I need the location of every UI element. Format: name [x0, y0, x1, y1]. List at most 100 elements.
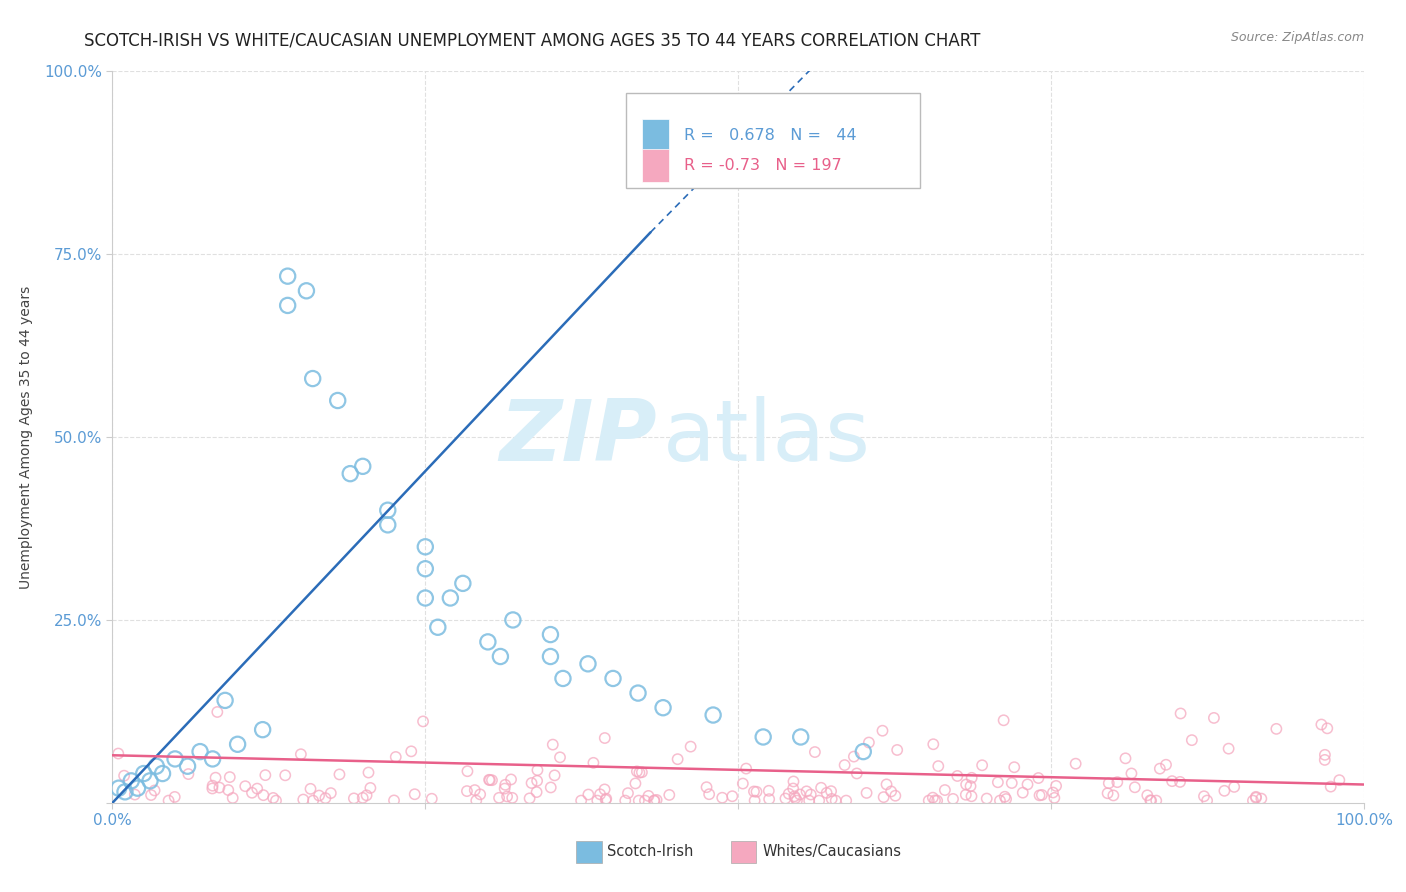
Point	[1329, 773, 1351, 788]
Point	[112, 769, 135, 783]
Point	[987, 775, 1010, 789]
Point	[758, 784, 780, 798]
Point	[382, 793, 405, 807]
Point	[538, 627, 561, 641]
Point	[1001, 776, 1024, 790]
Point	[548, 750, 571, 764]
Point	[214, 693, 236, 707]
Point	[359, 780, 381, 795]
Point	[634, 794, 657, 808]
Point	[593, 782, 616, 797]
Point	[790, 730, 813, 744]
Point	[526, 773, 548, 788]
Point	[1031, 788, 1053, 802]
Point	[299, 781, 322, 796]
Point	[824, 794, 846, 808]
Point	[731, 776, 754, 790]
Point	[804, 745, 827, 759]
Point	[384, 750, 406, 764]
Point	[404, 787, 426, 801]
Point	[595, 791, 617, 805]
Point	[1028, 789, 1050, 803]
Point	[120, 773, 142, 788]
Point	[290, 747, 312, 762]
Point	[744, 794, 766, 808]
Point	[413, 562, 436, 576]
Point	[976, 791, 998, 805]
Point	[277, 269, 299, 284]
Point	[157, 794, 180, 808]
Point	[465, 794, 488, 808]
Point	[1316, 722, 1339, 736]
Point	[352, 459, 374, 474]
Point	[921, 790, 943, 805]
Point	[783, 789, 806, 804]
Point	[499, 772, 522, 787]
Point	[845, 766, 868, 780]
Point	[955, 788, 977, 802]
Point	[631, 765, 654, 780]
Point	[924, 793, 946, 807]
Point	[855, 786, 877, 800]
Point	[799, 794, 821, 808]
Point	[1011, 786, 1033, 800]
Point	[163, 789, 186, 804]
Point	[842, 749, 865, 764]
Point	[808, 794, 831, 808]
Point	[377, 517, 399, 532]
Point	[1149, 762, 1171, 776]
Point	[778, 787, 800, 801]
Point	[1213, 784, 1236, 798]
Point	[1244, 790, 1267, 805]
Text: atlas: atlas	[664, 395, 872, 479]
Point	[582, 756, 605, 770]
Point	[352, 790, 374, 805]
Point	[502, 613, 524, 627]
Point	[858, 735, 880, 749]
Point	[540, 780, 562, 795]
Point	[176, 759, 198, 773]
Point	[1123, 780, 1146, 795]
Point	[1121, 766, 1143, 780]
Point	[520, 776, 543, 790]
Point	[177, 767, 200, 781]
Point	[1250, 791, 1272, 805]
Point	[114, 785, 136, 799]
Point	[782, 781, 804, 796]
Point	[107, 781, 129, 796]
Point	[377, 503, 399, 517]
Point	[1097, 786, 1119, 800]
Point	[697, 787, 720, 801]
Point	[204, 771, 226, 785]
Point	[1098, 776, 1121, 790]
Point	[752, 730, 775, 744]
Point	[1139, 793, 1161, 807]
Point	[226, 737, 249, 751]
Point	[1161, 774, 1184, 789]
Point	[643, 794, 665, 808]
Point	[955, 778, 977, 792]
Text: R = -0.73   N = 197: R = -0.73 N = 197	[685, 158, 842, 173]
Point	[496, 789, 519, 804]
Point	[1218, 741, 1240, 756]
Point	[960, 789, 983, 804]
Point	[543, 768, 565, 782]
Point	[758, 792, 780, 806]
Point	[218, 770, 240, 784]
Point	[519, 791, 541, 805]
Point	[569, 794, 592, 808]
Text: ZIP: ZIP	[499, 395, 657, 479]
Point	[1168, 775, 1191, 789]
Point	[576, 788, 599, 802]
Point	[711, 790, 734, 805]
Point	[292, 792, 315, 806]
Point	[107, 747, 129, 761]
Point	[666, 752, 689, 766]
Point	[643, 794, 665, 808]
Point	[593, 731, 616, 745]
Point	[551, 672, 574, 686]
Point	[252, 788, 274, 802]
Point	[1136, 789, 1159, 803]
Point	[412, 714, 434, 729]
Point	[1310, 717, 1333, 731]
